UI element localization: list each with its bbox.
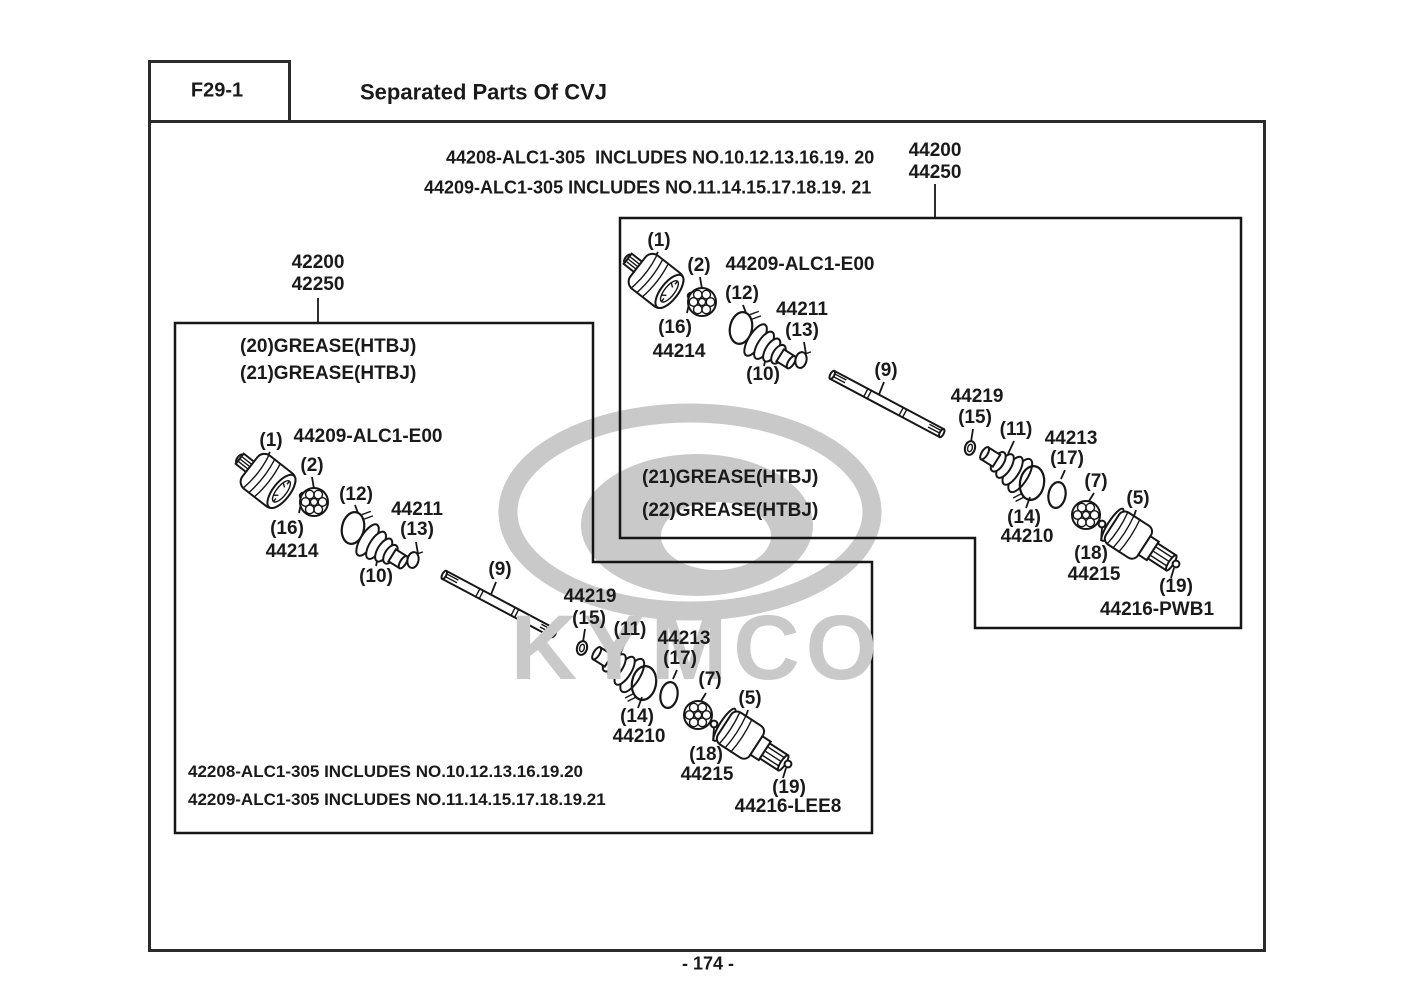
callout-right-44213: 44213 xyxy=(1044,428,1098,450)
callout-left-15: (15) xyxy=(572,608,606,630)
kymco-watermark-emblem xyxy=(498,403,882,621)
callout-left-44215: 44215 xyxy=(680,764,734,786)
kymco-watermark-text: KYMCO xyxy=(510,597,884,699)
left-grease-note-1: (20)GREASE(HTBJ) xyxy=(240,336,417,358)
callout-left-44219: 44219 xyxy=(563,586,617,608)
callout-left-10: (10) xyxy=(359,566,393,588)
callout-right-44214: 44214 xyxy=(652,341,706,363)
callout-left-19: (19) xyxy=(772,777,806,799)
top-note-2: 44209-ALC1-305 INCLUDES NO.11.14.15.17.1… xyxy=(424,177,872,198)
callout-right-1: (1) xyxy=(647,230,671,252)
callout-left-17: (17) xyxy=(663,648,697,670)
right-group-box xyxy=(618,216,1243,630)
callout-left-14: (14) xyxy=(620,706,654,728)
callout-right-19: (19) xyxy=(1159,576,1193,598)
callout-right-13: (13) xyxy=(785,320,819,342)
bottom-note-2: 42209-ALC1-305 INCLUDES NO.11.14.15.17.1… xyxy=(188,790,606,810)
right-grease-note-2: (22)GREASE(HTBJ) xyxy=(642,500,819,522)
callout-left-1: (1) xyxy=(259,430,283,452)
callout-left-2: (2) xyxy=(300,455,324,477)
callout-right-44215: 44215 xyxy=(1067,564,1121,586)
ref-42250: 42250 xyxy=(291,274,345,296)
callout-right-17: (17) xyxy=(1050,448,1084,470)
callout-right-44210: 44210 xyxy=(1000,526,1054,548)
right-grease-note-1: (21)GREASE(HTBJ) xyxy=(642,467,819,489)
callout-left-44216-LEE8: 44216-LEE8 xyxy=(734,796,842,818)
callout-left-9: (9) xyxy=(488,559,512,581)
callout-right-12: (12) xyxy=(725,283,759,305)
callout-right-16: (16) xyxy=(658,317,692,339)
callout-right-44216-PWB1: 44216-PWB1 xyxy=(1099,599,1215,621)
callout-left-44209-ALC1-E00: 44209-ALC1-E00 xyxy=(293,426,443,448)
bottom-note-1: 42208-ALC1-305 INCLUDES NO.10.12.13.16.1… xyxy=(188,762,583,782)
callout-right-9: (9) xyxy=(874,360,898,382)
callout-right-44209-ALC1-E00: 44209-ALC1-E00 xyxy=(725,254,875,276)
callout-right-11: (11) xyxy=(999,419,1033,441)
page-title: Separated Parts Of CVJ xyxy=(360,79,607,105)
ref-44200: 44200 xyxy=(908,140,962,162)
callout-left-12: (12) xyxy=(339,484,373,506)
callout-left-44211: 44211 xyxy=(391,499,443,521)
callout-right-18: (18) xyxy=(1074,543,1108,565)
callout-right-15: (15) xyxy=(958,407,992,429)
callout-right-2: (2) xyxy=(687,255,711,277)
page-number: - 174 - xyxy=(681,953,735,974)
figure-code: F29-1 xyxy=(190,79,244,102)
callout-left-13: (13) xyxy=(400,519,434,541)
left-group-box xyxy=(173,321,874,835)
callout-right-5: (5) xyxy=(1126,488,1150,510)
callout-left-7: (7) xyxy=(698,669,722,691)
ref-44250: 44250 xyxy=(908,162,962,184)
callout-left-44213: 44213 xyxy=(657,628,711,650)
callout-left-18: (18) xyxy=(689,744,723,766)
top-note-1: 44208-ALC1-305 INCLUDES NO.10.12.13.16.1… xyxy=(446,147,875,168)
callout-left-5: (5) xyxy=(738,688,762,710)
callout-right-44219: 44219 xyxy=(950,386,1004,408)
callout-right-7: (7) xyxy=(1084,471,1108,493)
callout-left-16: (16) xyxy=(270,518,304,540)
ref-42200: 42200 xyxy=(291,252,345,274)
figure-code-box xyxy=(148,60,291,123)
callout-left-44214: 44214 xyxy=(265,541,319,563)
callout-right-44211: 44211 xyxy=(776,299,828,321)
callout-left-11: (11) xyxy=(613,619,647,641)
left-grease-note-2: (21)GREASE(HTBJ) xyxy=(240,363,417,385)
callout-right-10: (10) xyxy=(746,364,780,386)
page-border xyxy=(148,120,1266,952)
callout-left-44210: 44210 xyxy=(612,726,666,748)
callout-right-14: (14) xyxy=(1007,507,1041,529)
